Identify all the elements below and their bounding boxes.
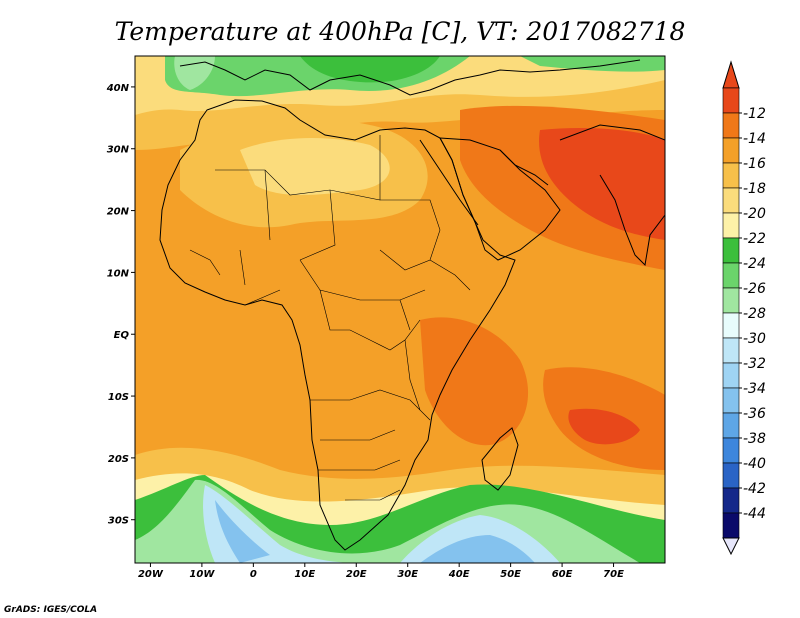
colorbar-label: -38 (743, 431, 766, 447)
india-coastline (559, 124, 665, 267)
persian-gulf-coast (499, 149, 549, 186)
africa-coastline (159, 99, 516, 551)
lat-tick-label: 20S (108, 454, 129, 465)
colorbar-label: -28 (743, 306, 766, 322)
field-iberia-lightgreen (174, 56, 215, 90)
longitude-axis: 20W 10W 0 10E 20E 30E 40E 50E 60E 70E (138, 569, 624, 580)
colorbar-label: -18 (743, 181, 766, 197)
colorbar-cell (722, 162, 740, 189)
map-frame (134, 55, 666, 564)
lat-tick-label: 10N (107, 268, 130, 279)
lat-tick-label: 10S (108, 392, 129, 403)
colorbar-label: -44 (743, 506, 766, 522)
madagascar-coastline (481, 427, 519, 491)
colorbar-label: -26 (743, 281, 766, 297)
colorbar-cell (722, 112, 740, 139)
border-lines (189, 135, 471, 501)
field-india-hot (539, 128, 665, 240)
lon-tick-label: 20W (138, 569, 164, 580)
lat-tick-label: 40N (106, 83, 130, 94)
lon-tick-label: 30E (397, 569, 418, 580)
lat-tick-label: EQ (114, 330, 130, 341)
colorbar-label: -40 (743, 456, 766, 472)
temperature-field (135, 56, 665, 563)
red-sea-coast (419, 139, 479, 226)
tick-marks (131, 86, 615, 567)
field-southwest-blue (215, 500, 270, 563)
lon-tick-label: 10W (189, 569, 215, 580)
coastlines (159, 59, 665, 551)
lat-tick-label: 20N (107, 207, 130, 218)
field-med-darkgreen (300, 56, 440, 83)
lat-tick-label: 30S (108, 516, 129, 527)
colorbar-cell (722, 87, 740, 114)
colorbar-cell (722, 512, 740, 539)
colorbar-cell (722, 437, 740, 464)
lon-tick-label: 10E (294, 569, 315, 580)
lon-tick-label: 0 (250, 569, 257, 580)
colorbar-overflow-high (722, 60, 740, 89)
field-indian-ocean-hot (568, 408, 640, 445)
colorbar-cell (722, 387, 740, 414)
lon-tick-label: 70E (603, 569, 624, 580)
colorbar-cell (722, 362, 740, 389)
colorbar: -12 -14 -16 -18 -20 -22 -24 -26 -28 -30 … (722, 60, 766, 556)
colorbar-cell (722, 487, 740, 514)
field-southeast-blue (420, 535, 535, 563)
field-sahara-light (240, 138, 390, 195)
colorbar-label: -16 (743, 156, 766, 172)
credit-text: GrADS: IGES/COLA (4, 605, 97, 615)
colorbar-cell (722, 312, 740, 339)
colorbar-label: -30 (743, 331, 766, 347)
lon-tick-label: 40E (448, 569, 470, 580)
colorbar-label: -14 (743, 131, 766, 147)
latitude-axis: 40N 30N 20N 10N EQ 10S 20S 30S (106, 83, 130, 527)
colorbar-cell (722, 187, 740, 214)
colorbar-label: -22 (743, 231, 766, 247)
colorbar-cell (722, 462, 740, 489)
colorbar-cell (722, 237, 740, 264)
field-northeast-green (520, 56, 665, 72)
colorbar-label: -34 (743, 381, 766, 397)
colorbar-cell (722, 212, 740, 239)
colorbar-label: -42 (743, 481, 766, 497)
map-title: Temperature at 400hPa [C], VT: 201708271… (115, 17, 686, 46)
europe-coastline (179, 59, 641, 96)
lon-tick-label: 20E (346, 569, 367, 580)
lat-tick-label: 30N (107, 145, 130, 156)
colorbar-label: -36 (743, 406, 766, 422)
colorbar-cell (722, 262, 740, 289)
colorbar-cell (722, 287, 740, 314)
colorbar-label: -24 (743, 256, 766, 272)
lon-tick-label: 60E (552, 569, 573, 580)
country-borders (189, 135, 471, 501)
colorbar-label: -12 (743, 106, 766, 122)
colorbar-cell (722, 137, 740, 164)
colorbar-label: -32 (743, 356, 766, 372)
lon-tick-label: 50E (500, 569, 521, 580)
colorbar-label: -20 (743, 206, 766, 222)
colorbar-overflow-low (722, 537, 740, 556)
field-eastafrica-warm (420, 317, 529, 446)
colorbar-cell (722, 412, 740, 439)
colorbar-cell (722, 337, 740, 364)
